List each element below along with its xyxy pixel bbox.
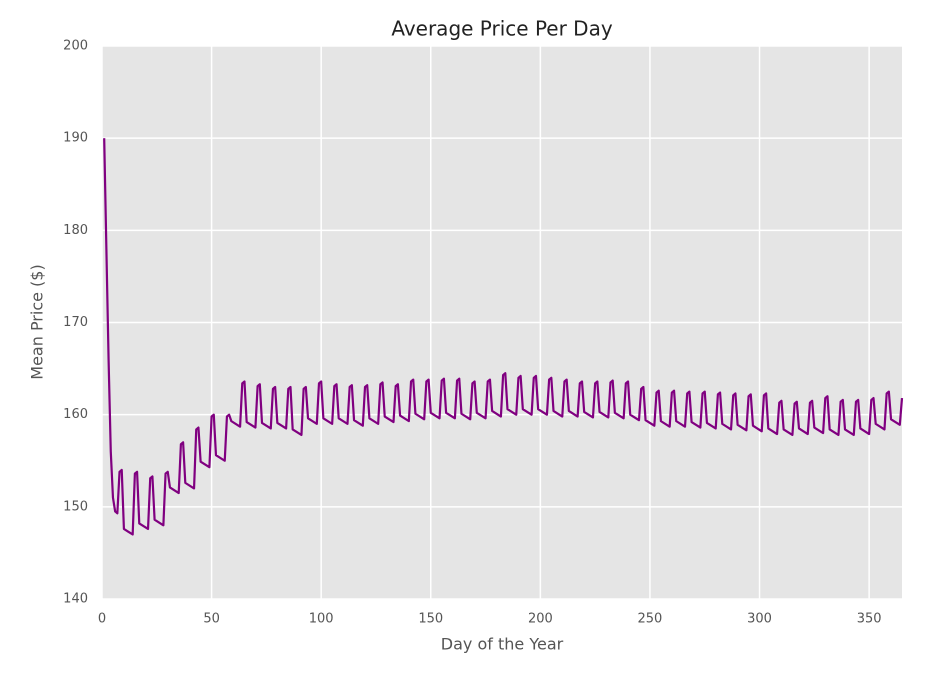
y-tick-label: 200 [63, 39, 88, 54]
y-tick-label: 190 [63, 131, 88, 146]
labels: 140 150 160 170 180 190 200 0 50 100 150 200 250 300 3… [63, 39, 881, 627]
y-tick-label: 170 [63, 315, 88, 330]
x-tick-label: 350 [857, 612, 882, 627]
y-axis-label: Mean Price ($) [28, 264, 47, 379]
y-tick-label: 150 [63, 499, 88, 514]
y-tick-label: 140 [63, 592, 88, 607]
y-tick-label: 180 [63, 223, 88, 238]
price-line [103, 138, 904, 536]
x-axis-label: Day of the Year [441, 635, 564, 654]
x-tick-label: 150 [418, 612, 443, 627]
y-tick-label: 160 [63, 407, 88, 422]
x-tick-label: 100 [309, 612, 334, 627]
chart-title: Average Price Per Day [391, 17, 613, 41]
x-tick-label: 0 [98, 612, 106, 627]
x-tick-label: 50 [203, 612, 220, 627]
marks [103, 138, 904, 536]
x-tick-label: 200 [528, 612, 553, 627]
x-tick-label: 250 [638, 612, 663, 627]
x-tick-label: 300 [747, 612, 772, 627]
